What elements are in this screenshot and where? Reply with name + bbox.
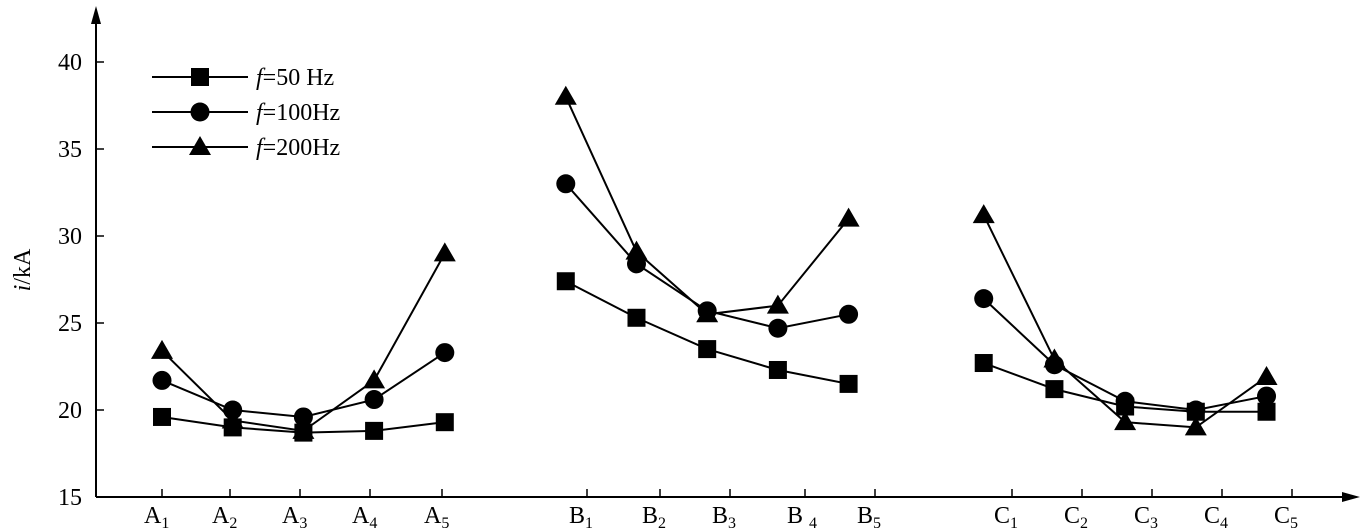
axes: 15 20 25 30 35 40 i/kA A1 A2 A3 A4 A5 B1 B2 B3 B 4 B5 C1 C… [10, 6, 1360, 530]
y-tick-label: 35 [58, 137, 82, 163]
data-point [627, 308, 646, 327]
data-point [768, 360, 787, 379]
data-point [556, 272, 575, 291]
series-line [161, 252, 446, 432]
data-point [433, 242, 456, 262]
data-point [1257, 402, 1276, 421]
legend-label: f=50 Hz [256, 65, 334, 91]
x-tick-label: C4 [1204, 503, 1228, 530]
data-point [556, 174, 576, 194]
x-tick-label: A5 [424, 503, 449, 530]
legend-marker [189, 136, 211, 155]
data-point [152, 370, 172, 390]
x-tick-label: A1 [144, 503, 169, 530]
data-point [1257, 386, 1277, 406]
data-point [766, 294, 789, 314]
data-point [1043, 348, 1066, 368]
series-square [153, 272, 1276, 442]
data-point [839, 374, 858, 393]
series-line [565, 280, 849, 385]
series-line [564, 96, 850, 316]
y-tick-label: 40 [58, 50, 82, 76]
x-tick-label: A3 [282, 503, 307, 530]
legend-marker [191, 68, 209, 86]
data-point [365, 421, 384, 440]
x-tick-label: B5 [857, 503, 881, 530]
legend: f=50 Hz f=100Hz f=200Hz [152, 65, 340, 161]
legend-marker [190, 102, 210, 122]
data-point [768, 318, 788, 338]
data-point [153, 407, 171, 426]
x-tick-label: C5 [1274, 503, 1298, 530]
data-point [1045, 380, 1064, 399]
y-tick-label: 30 [58, 224, 82, 250]
x-tick-label: B1 [569, 503, 593, 530]
data-point [554, 85, 577, 105]
x-axis-arrow [1342, 492, 1360, 502]
data-point [364, 390, 384, 410]
data-point [698, 340, 717, 359]
x-tick-label: C1 [994, 503, 1018, 530]
data-point [1114, 411, 1137, 431]
data-point [839, 304, 859, 324]
data-point [292, 419, 315, 439]
x-tick-label: C3 [1134, 503, 1158, 530]
x-tick-label: B 4 [787, 503, 817, 530]
data-point [1255, 365, 1278, 385]
data-point [625, 240, 648, 260]
legend-label: f=100Hz [256, 100, 340, 126]
data-point [974, 354, 993, 373]
series-layer [151, 85, 1278, 442]
x-tick-label: C2 [1064, 503, 1088, 530]
data-point [435, 413, 454, 432]
y-axis-arrow [91, 6, 101, 24]
x-tick-label: B2 [642, 503, 666, 530]
data-point [1186, 400, 1206, 420]
data-point [293, 407, 313, 427]
y-tick-label: 20 [58, 398, 82, 424]
x-tick-label: A2 [212, 503, 237, 530]
data-point [1184, 416, 1207, 436]
series-line [161, 351, 446, 418]
x-tick-label: B3 [712, 503, 736, 530]
data-point [837, 207, 860, 227]
x-tick-label: A4 [352, 503, 377, 530]
data-point [151, 339, 173, 359]
data-point [363, 369, 386, 389]
data-point [435, 343, 455, 363]
data-point [696, 303, 719, 323]
data-point [972, 204, 995, 224]
data-point [974, 289, 994, 309]
y-tick-label: 15 [58, 485, 82, 511]
series-triangle [151, 85, 1278, 439]
series-circle [152, 174, 1277, 427]
y-axis-label: i/kA [10, 248, 36, 291]
legend-label: f=200Hz [256, 135, 340, 161]
data-point [1115, 391, 1135, 411]
y-tick-label: 25 [58, 311, 82, 337]
data-point [221, 409, 244, 429]
